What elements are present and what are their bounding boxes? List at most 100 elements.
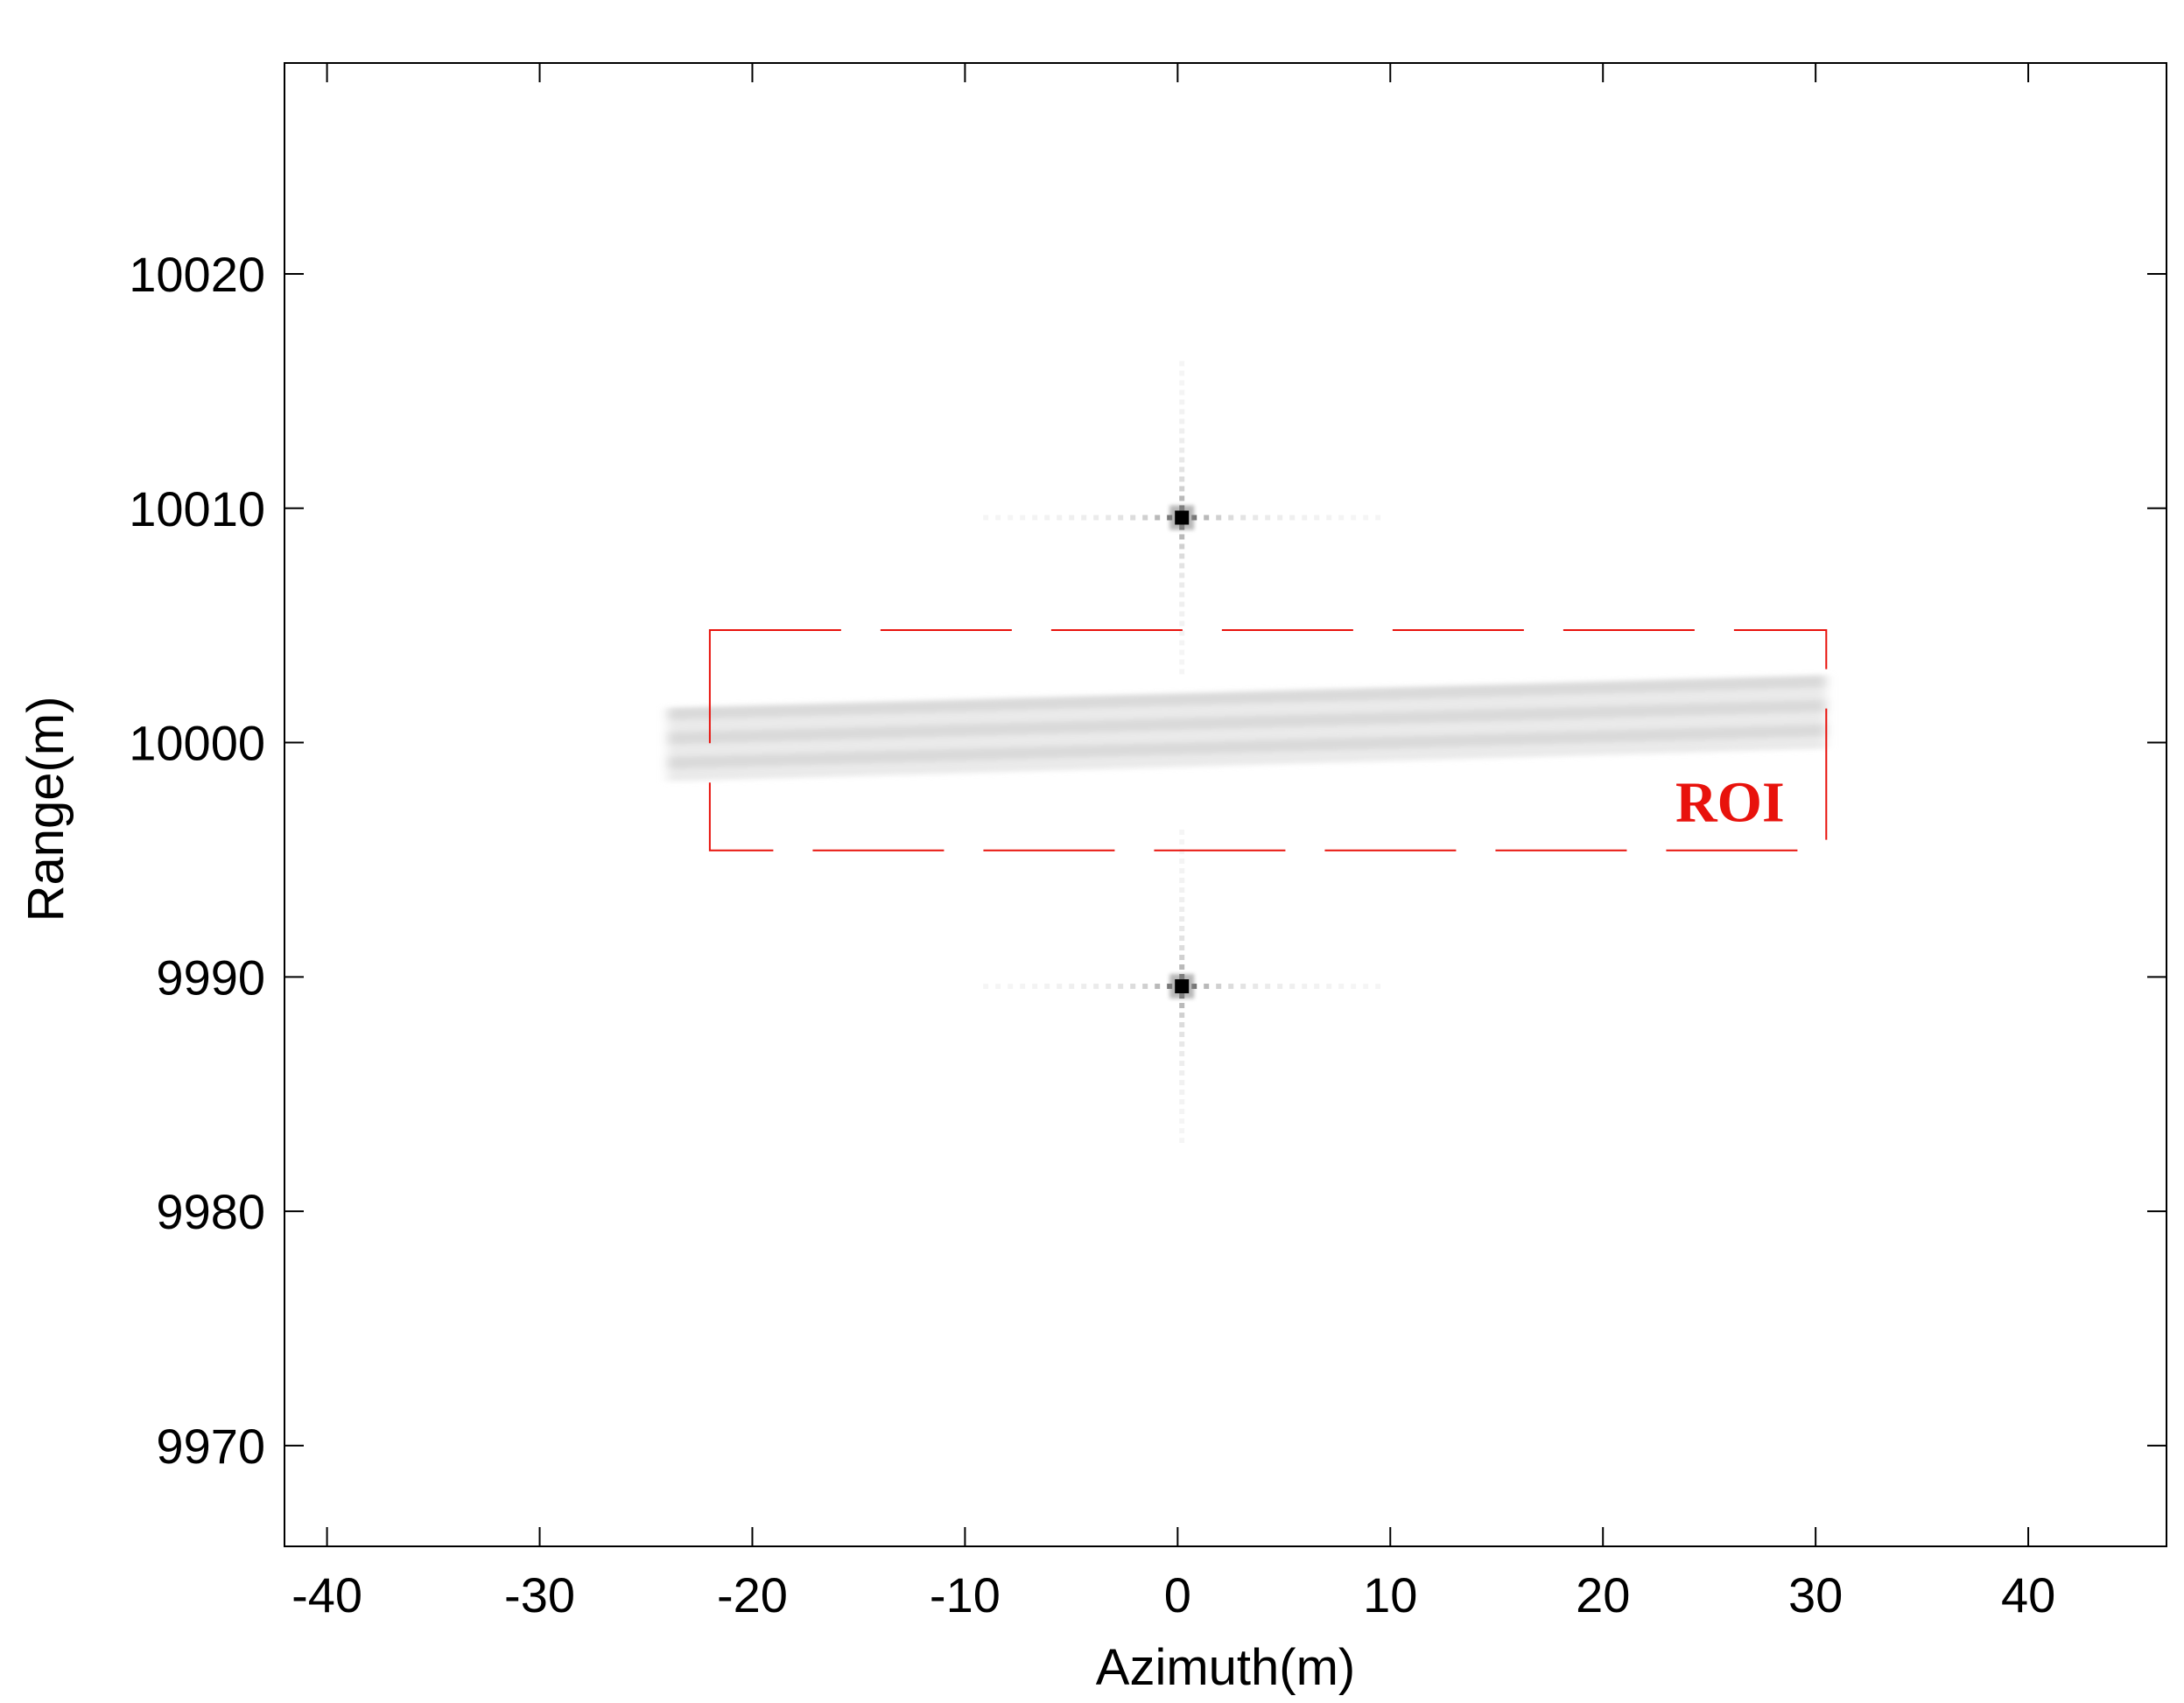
azimuth-sidelobe bbox=[1020, 984, 1026, 990]
x-tick-label: 30 bbox=[1788, 1567, 1843, 1622]
x-tick-label: -10 bbox=[930, 1567, 1001, 1622]
azimuth-sidelobe bbox=[1277, 515, 1283, 521]
azimuth-sidelobe bbox=[1069, 515, 1075, 521]
azimuth-sidelobe bbox=[1204, 515, 1210, 521]
range-sidelobe bbox=[1179, 495, 1185, 501]
azimuth-sidelobe bbox=[1302, 515, 1308, 521]
range-sidelobe bbox=[1179, 1003, 1185, 1009]
azimuth-sidelobe bbox=[1240, 984, 1246, 990]
azimuth-sidelobe bbox=[1204, 984, 1210, 990]
target-band bbox=[667, 699, 1827, 745]
range-sidelobe bbox=[1179, 418, 1185, 424]
range-sidelobe bbox=[1179, 1138, 1185, 1144]
range-sidelobe bbox=[1179, 572, 1185, 578]
y-tick-label: 9970 bbox=[156, 1419, 265, 1474]
target-peak bbox=[1175, 979, 1190, 994]
azimuth-sidelobe bbox=[1216, 984, 1222, 990]
azimuth-sidelobe bbox=[1289, 515, 1296, 521]
sar-image-layer bbox=[667, 361, 1827, 1144]
range-sidelobe bbox=[1179, 849, 1185, 855]
y-tick-label: 10020 bbox=[129, 247, 265, 302]
azimuth-sidelobe bbox=[1253, 515, 1259, 521]
roi-box bbox=[708, 629, 1828, 852]
y-axis-label: Range(m) bbox=[18, 697, 74, 922]
azimuth-sidelobe bbox=[1057, 984, 1063, 990]
azimuth-sidelobe bbox=[1326, 515, 1332, 521]
range-sidelobe bbox=[1179, 380, 1185, 386]
azimuth-sidelobe bbox=[1142, 984, 1148, 990]
azimuth-sidelobe bbox=[1314, 984, 1320, 990]
range-sidelobe bbox=[1179, 1032, 1185, 1038]
range-sidelobe bbox=[1179, 878, 1185, 884]
azimuth-sidelobe bbox=[983, 515, 989, 521]
range-sidelobe bbox=[1179, 659, 1185, 665]
azimuth-sidelobe bbox=[1032, 515, 1038, 521]
range-sidelobe bbox=[1179, 466, 1185, 473]
azimuth-sidelobe bbox=[1265, 984, 1271, 990]
range-sidelobe bbox=[1179, 1080, 1185, 1086]
azimuth-sidelobe bbox=[1375, 515, 1381, 521]
azimuth-sidelobe bbox=[1020, 515, 1026, 521]
y-tick-label: 10010 bbox=[129, 481, 265, 536]
range-sidelobe bbox=[1179, 926, 1185, 932]
azimuth-sidelobe bbox=[1363, 984, 1369, 990]
range-sidelobe bbox=[1179, 830, 1185, 836]
axis-ticks: -40 -30 -20 -10 0 10 20 30 40 9970 9980 9990 10000 10… bbox=[129, 63, 2166, 1622]
range-sidelobe bbox=[1179, 669, 1185, 675]
range-sidelobe bbox=[1179, 399, 1185, 405]
x-tick-label: 20 bbox=[1576, 1567, 1630, 1622]
range-sidelobe bbox=[1179, 370, 1185, 376]
range-sidelobe bbox=[1179, 582, 1185, 588]
range-sidelobe bbox=[1179, 1013, 1185, 1019]
x-tick-label: 0 bbox=[1164, 1567, 1191, 1622]
range-sidelobe bbox=[1179, 1109, 1185, 1115]
azimuth-sidelobe bbox=[1351, 515, 1357, 521]
range-sidelobe bbox=[1179, 630, 1185, 636]
range-sidelobe bbox=[1179, 649, 1185, 655]
azimuth-sidelobe bbox=[1008, 515, 1014, 521]
range-sidelobe bbox=[1179, 640, 1185, 646]
x-axis-label: Azimuth(m) bbox=[1096, 1639, 1355, 1696]
range-sidelobe bbox=[1179, 1118, 1185, 1125]
azimuth-sidelobe bbox=[1081, 984, 1087, 990]
azimuth-sidelobe bbox=[1057, 515, 1063, 521]
range-sidelobe bbox=[1179, 1128, 1185, 1134]
azimuth-sidelobe bbox=[1326, 984, 1332, 990]
range-sidelobe bbox=[1179, 592, 1185, 598]
target-peak bbox=[1175, 510, 1190, 525]
range-sidelobe bbox=[1179, 945, 1185, 951]
azimuth-sidelobe bbox=[1375, 984, 1381, 990]
range-sidelobe bbox=[1179, 1022, 1185, 1028]
x-tick-label: 10 bbox=[1363, 1567, 1417, 1622]
target-band bbox=[667, 736, 1827, 781]
range-sidelobe bbox=[1179, 389, 1185, 396]
range-sidelobe bbox=[1179, 438, 1185, 444]
azimuth-sidelobe bbox=[1032, 984, 1038, 990]
azimuth-sidelobe bbox=[1277, 984, 1283, 990]
azimuth-sidelobe bbox=[1106, 515, 1112, 521]
x-tick-label: -40 bbox=[291, 1567, 362, 1622]
range-sidelobe bbox=[1179, 1051, 1185, 1057]
x-tick-label: -30 bbox=[504, 1567, 575, 1622]
azimuth-sidelobe bbox=[1044, 515, 1050, 521]
range-sidelobe bbox=[1179, 457, 1185, 463]
azimuth-sidelobe bbox=[1338, 984, 1345, 990]
azimuth-sidelobe bbox=[1155, 984, 1161, 990]
azimuth-sidelobe bbox=[1118, 515, 1124, 521]
azimuth-sidelobe bbox=[1302, 984, 1308, 990]
point-target bbox=[983, 361, 1381, 675]
range-sidelobe bbox=[1179, 543, 1185, 550]
range-sidelobe bbox=[1179, 361, 1185, 367]
range-sidelobe bbox=[1179, 447, 1185, 453]
range-sidelobe bbox=[1179, 868, 1185, 874]
azimuth-sidelobe bbox=[1093, 984, 1099, 990]
target-band bbox=[667, 711, 1827, 757]
x-tick-label: -20 bbox=[717, 1567, 788, 1622]
y-tick-label: 9980 bbox=[156, 1184, 265, 1239]
target-band bbox=[667, 675, 1827, 720]
azimuth-sidelobe bbox=[1081, 515, 1087, 521]
azimuth-sidelobe bbox=[1130, 515, 1136, 521]
range-sidelobe bbox=[1179, 620, 1185, 627]
azimuth-sidelobe bbox=[1130, 984, 1136, 990]
